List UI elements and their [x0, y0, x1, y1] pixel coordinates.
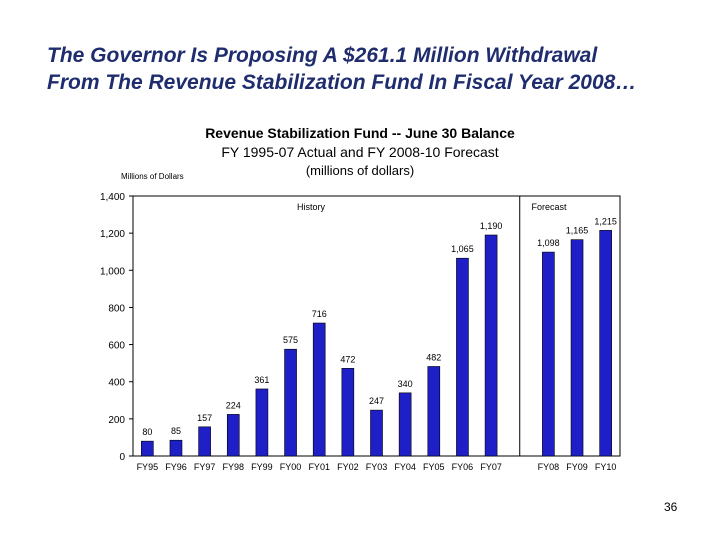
bar-fy03 [370, 409, 383, 457]
y-tick-label: 600 [108, 341, 125, 352]
x-tick-label-fy00: FY00 [280, 462, 302, 472]
x-tick-label-fy09: FY09 [566, 462, 588, 472]
x-tick-label-fy95: FY95 [137, 462, 159, 472]
section-label-history: History [297, 202, 326, 212]
data-label-fy03: 247 [369, 396, 384, 406]
x-tick-label-fy01: FY01 [308, 462, 330, 472]
y-axis-label: Millions of Dollars [121, 172, 184, 181]
y-tick-label: 0 [119, 452, 125, 463]
x-tick-label-fy96: FY96 [165, 462, 187, 472]
data-label-fy09: 1,165 [566, 226, 589, 236]
y-tick-label: 1,200 [100, 229, 125, 240]
x-tick-label-fy03: FY03 [366, 462, 388, 472]
data-label-fy07: 1,190 [480, 221, 503, 231]
bar-fy07 [484, 234, 498, 457]
data-label-fy98: 224 [226, 400, 241, 410]
bar-fy96 [169, 439, 183, 457]
slide-title-line-1: The Governor Is Proposing A $261.1 Milli… [47, 44, 598, 67]
data-label-fy01: 716 [312, 309, 327, 319]
data-label-fy06: 1,065 [451, 244, 474, 254]
data-label-fy08: 1,098 [537, 238, 560, 248]
chart-subtitle: FY 1995-07 Actual and FY 2008-10 Forecas… [221, 144, 499, 160]
y-tick-label: 1,400 [100, 192, 125, 203]
slide-title: The Governor Is Proposing A $261.1 Milli… [47, 42, 707, 96]
data-label-fy99: 361 [254, 375, 269, 385]
page-number: 36 [664, 500, 678, 514]
bar-fy95 [141, 440, 154, 457]
bar-fy05 [427, 366, 441, 457]
y-tick-label: 1,000 [100, 266, 125, 277]
x-tick-label-fy05: FY05 [423, 462, 445, 472]
x-tick-label-fy06: FY06 [452, 462, 474, 472]
y-tick-label: 800 [108, 303, 125, 314]
data-label-fy00: 575 [283, 335, 298, 345]
y-tick-label: 400 [108, 378, 125, 389]
bar-fy10 [599, 230, 612, 457]
section-label-forecast: Forecast [531, 202, 567, 212]
bar-fy09 [570, 239, 584, 457]
x-tick-label-fy04: FY04 [394, 462, 416, 472]
x-tick-label-fy10: FY10 [595, 462, 617, 472]
x-tick-label-fy02: FY02 [337, 462, 359, 472]
data-label-fy97: 157 [197, 413, 212, 423]
x-tick-label-fy08: FY08 [538, 462, 560, 472]
y-tick-label: 200 [108, 415, 125, 426]
chart-units: (millions of dollars) [305, 163, 415, 178]
bar-fy97 [198, 426, 211, 457]
bar-fy01 [312, 322, 326, 457]
x-tick-label-fy07: FY07 [480, 462, 502, 472]
data-label-fy04: 340 [398, 379, 413, 389]
slide-title-line-2: From The Revenue Stabilization Fund In F… [47, 71, 637, 94]
bar-fy06 [456, 257, 469, 457]
bar-fy00 [284, 348, 297, 457]
data-label-fy02: 472 [340, 354, 355, 364]
x-tick-label-fy98: FY98 [223, 462, 245, 472]
data-label-fy95: 80 [142, 427, 152, 437]
data-label-fy10: 1,215 [594, 216, 617, 226]
bar-fy04 [398, 392, 412, 457]
chart-title: Revenue Stabilization Fund -- June 30 Ba… [205, 125, 515, 141]
data-label-fy96: 85 [171, 426, 181, 436]
bar-fy99 [255, 388, 269, 457]
bar-fy02 [341, 368, 355, 457]
data-label-fy05: 482 [426, 352, 441, 362]
bar-fy08 [542, 251, 555, 457]
x-tick-label-fy97: FY97 [194, 462, 216, 472]
x-tick-label-fy99: FY99 [251, 462, 273, 472]
bar-fy98 [226, 414, 240, 457]
